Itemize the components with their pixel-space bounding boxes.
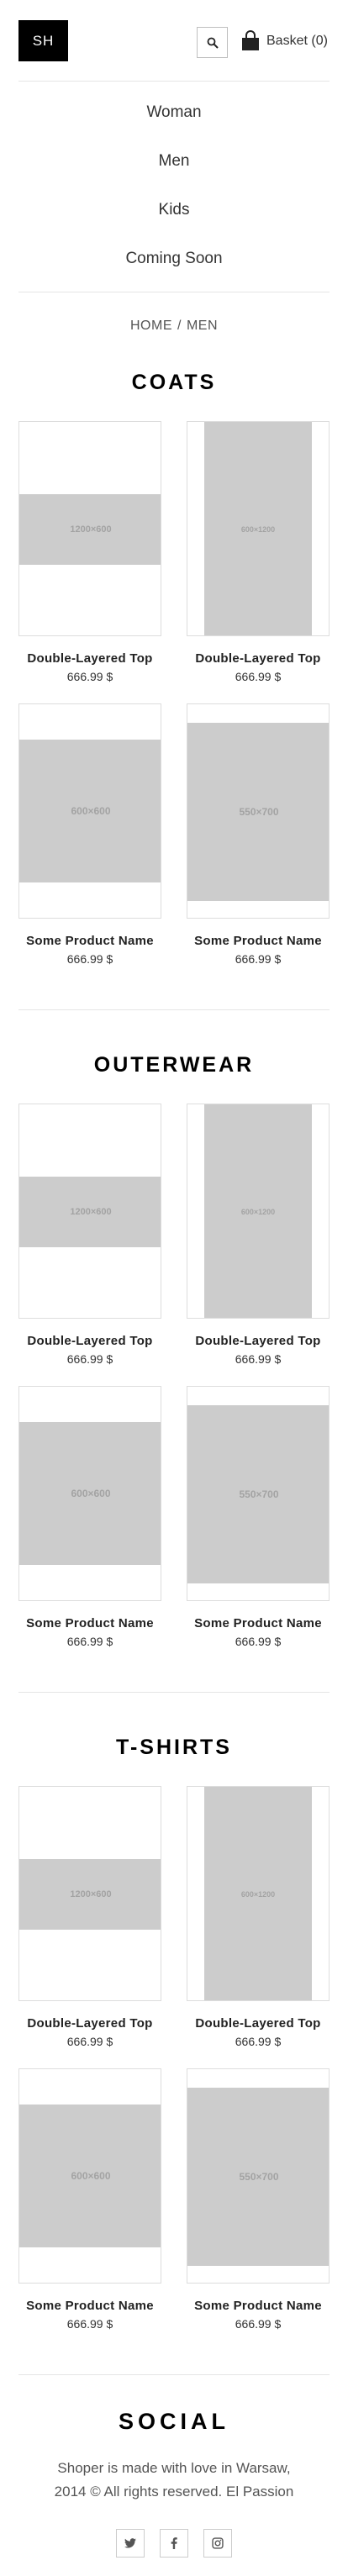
site-header: SH Basket (0) — [18, 0, 330, 81]
search-icon — [207, 37, 219, 49]
product-image[interactable]: 550×700 — [187, 1386, 330, 1601]
product-image[interactable]: 550×700 — [187, 2068, 330, 2284]
product-name[interactable]: Some Product Name — [194, 1616, 322, 1630]
product-card[interactable]: 600×600 Some Product Name 666.99 $ — [18, 1386, 161, 1648]
product-price: 666.99 $ — [66, 2317, 113, 2331]
product-name[interactable]: Double-Layered Top — [27, 2016, 153, 2031]
image-placeholder: 600×600 — [19, 2105, 161, 2247]
product-price: 666.99 $ — [66, 1635, 113, 1648]
image-placeholder: 600×1200 — [204, 1104, 312, 1318]
search-button[interactable] — [197, 27, 228, 58]
product-price: 666.99 $ — [235, 670, 282, 683]
main-nav: Woman Men Kids Coming Soon — [0, 82, 348, 283]
footer-text-line2: 2014 © All rights reserved. El Passion — [54, 2484, 294, 2500]
product-price: 666.99 $ — [235, 952, 282, 966]
social-icons — [18, 2529, 330, 2558]
image-placeholder: 600×600 — [19, 740, 161, 882]
product-price: 666.99 $ — [235, 2035, 282, 2048]
image-placeholder: 600×1200 — [204, 422, 312, 635]
image-placeholder: 600×1200 — [204, 1787, 312, 2000]
nav-item-coming-soon[interactable]: Coming Soon — [125, 250, 223, 267]
product-card[interactable]: 550×700 Some Product Name 666.99 $ — [187, 1386, 330, 1648]
product-price: 666.99 $ — [66, 1352, 113, 1366]
product-card[interactable]: 600×1200 Double-Layered Top 666.99 $ — [187, 421, 330, 683]
product-image[interactable]: 1200×600 — [18, 1104, 161, 1319]
section-divider — [18, 2374, 330, 2375]
product-price: 666.99 $ — [235, 2317, 282, 2331]
instagram-icon[interactable] — [203, 2529, 232, 2558]
product-price: 666.99 $ — [66, 670, 113, 683]
product-card[interactable]: 550×700 Some Product Name 666.99 $ — [187, 703, 330, 966]
product-price: 666.99 $ — [66, 2035, 113, 2048]
breadcrumb-separator: / — [177, 319, 182, 333]
product-sections: COATS 1200×600 Double-Layered Top 666.99 $6… — [18, 360, 330, 2375]
image-placeholder: 1200×600 — [19, 1177, 161, 1247]
product-image[interactable]: 600×600 — [18, 703, 161, 919]
image-placeholder: 550×700 — [187, 2088, 329, 2266]
product-card[interactable]: 600×600 Some Product Name 666.99 $ — [18, 2068, 161, 2331]
basket-button[interactable]: Basket (0) — [240, 29, 328, 54]
product-name[interactable]: Double-Layered Top — [27, 651, 153, 666]
product-grid: 1200×600 Double-Layered Top 666.99 $600×12… — [18, 1104, 330, 1668]
product-image[interactable]: 600×1200 — [187, 421, 330, 636]
product-card[interactable]: 1200×600 Double-Layered Top 666.99 $ — [18, 421, 161, 683]
section-title: OUTERWEAR — [93, 1053, 255, 1077]
social-title: SOCIAL — [118, 2409, 229, 2434]
logo[interactable]: SH — [18, 20, 68, 61]
product-name[interactable]: Some Product Name — [194, 2299, 322, 2313]
product-card[interactable]: 1200×600 Double-Layered Top 666.99 $ — [18, 1104, 161, 1366]
product-image[interactable]: 550×700 — [187, 703, 330, 919]
breadcrumb-home[interactable]: HOME — [129, 319, 172, 333]
nav-item-kids[interactable]: Kids — [158, 201, 190, 219]
product-image[interactable]: 600×1200 — [187, 1104, 330, 1319]
twitter-icon[interactable] — [116, 2529, 145, 2558]
product-name[interactable]: Double-Layered Top — [27, 1334, 153, 1348]
image-placeholder: 600×600 — [19, 1422, 161, 1565]
product-card[interactable]: 600×600 Some Product Name 666.99 $ — [18, 703, 161, 966]
product-name[interactable]: Some Product Name — [26, 1616, 154, 1630]
basket-label: Basket (0) — [266, 34, 328, 48]
product-name[interactable]: Some Product Name — [26, 934, 154, 948]
product-name[interactable]: Double-Layered Top — [195, 651, 321, 666]
breadcrumb-current: MEN — [186, 319, 218, 333]
product-image[interactable]: 600×600 — [18, 1386, 161, 1601]
nav-item-men[interactable]: Men — [158, 152, 190, 170]
product-price: 666.99 $ — [66, 952, 113, 966]
product-name[interactable]: Double-Layered Top — [195, 1334, 321, 1348]
product-card[interactable]: 600×1200 Double-Layered Top 666.99 $ — [187, 1786, 330, 2048]
product-image[interactable]: 1200×600 — [18, 421, 161, 636]
footer: SOCIAL Shoper is made with love in Warsa… — [18, 2407, 330, 2558]
product-image[interactable]: 600×1200 — [187, 1786, 330, 2001]
product-image[interactable]: 1200×600 — [18, 1786, 161, 2001]
product-image[interactable]: 600×600 — [18, 2068, 161, 2284]
image-placeholder: 1200×600 — [19, 494, 161, 565]
section-divider — [18, 1009, 330, 1010]
section-divider — [18, 1692, 330, 1693]
image-placeholder: 550×700 — [187, 723, 329, 901]
section-title: COATS — [131, 371, 217, 394]
product-grid: 1200×600 Double-Layered Top 666.99 $600×12… — [18, 1786, 330, 2351]
shopping-bag-icon — [242, 30, 259, 50]
product-grid: 1200×600 Double-Layered Top 666.99 $600×12… — [18, 421, 330, 986]
product-price: 666.99 $ — [235, 1635, 282, 1648]
product-price: 666.99 $ — [235, 1352, 282, 1366]
footer-text: Shoper is made with love in Warsaw, 2014… — [18, 2457, 330, 2504]
product-card[interactable]: 1200×600 Double-Layered Top 666.99 $ — [18, 1786, 161, 2048]
section-title: T-SHIRTS — [116, 1736, 232, 1759]
image-placeholder: 550×700 — [187, 1405, 329, 1583]
product-card[interactable]: 600×1200 Double-Layered Top 666.99 $ — [187, 1104, 330, 1366]
image-placeholder: 1200×600 — [19, 1859, 161, 1930]
footer-text-line1: Shoper is made with love in Warsaw, — [57, 2460, 291, 2476]
facebook-icon[interactable] — [160, 2529, 188, 2558]
product-name[interactable]: Double-Layered Top — [195, 2016, 321, 2031]
product-card[interactable]: 550×700 Some Product Name 666.99 $ — [187, 2068, 330, 2331]
breadcrumb: HOME / MEN — [0, 292, 348, 360]
product-name[interactable]: Some Product Name — [26, 2299, 154, 2313]
product-name[interactable]: Some Product Name — [194, 934, 322, 948]
nav-item-woman[interactable]: Woman — [146, 103, 202, 121]
header-divider — [18, 81, 330, 82]
